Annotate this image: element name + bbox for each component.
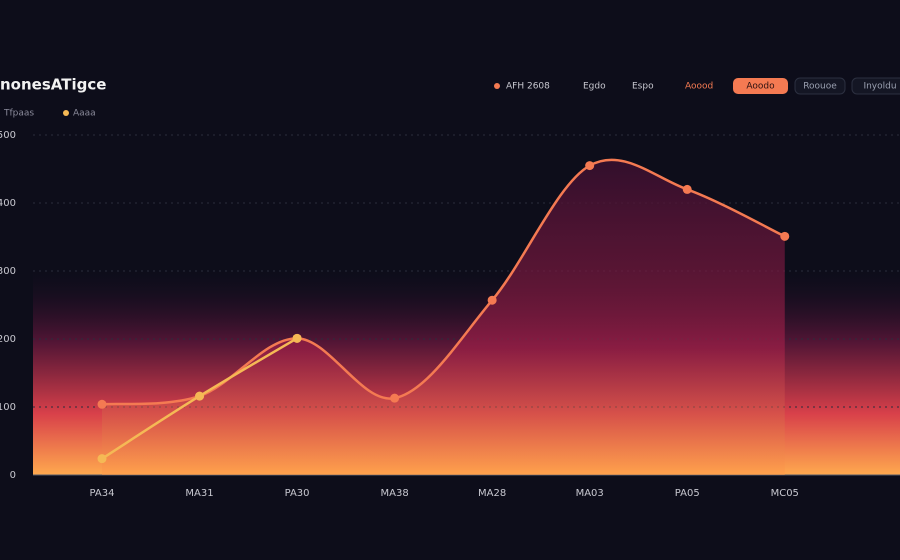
- x-tick-label: MA03: [576, 488, 604, 499]
- x-tick-label: PA34: [90, 488, 115, 499]
- x-tick-label: MA38: [381, 488, 409, 499]
- area: [102, 159, 785, 475]
- tab[interactable]: Egdo: [583, 82, 606, 92]
- y-tick-label: 400: [0, 198, 16, 209]
- button-label[interactable]: Aoodo: [746, 82, 775, 92]
- marker: [780, 231, 790, 241]
- marker: [97, 454, 107, 464]
- legend-dot: [494, 83, 500, 89]
- legend-label: Aaaa: [73, 109, 96, 119]
- marker: [487, 295, 497, 305]
- y-tick-label: 300: [0, 266, 16, 277]
- marker: [195, 391, 205, 401]
- legend-dot: [63, 110, 69, 116]
- y-tick-label: 500: [0, 130, 16, 141]
- x-tick-label: PA30: [285, 488, 310, 499]
- marker: [390, 393, 400, 403]
- legend-label: AFH 2608: [506, 82, 550, 92]
- tab[interactable]: Espo: [632, 82, 654, 92]
- button-label[interactable]: Roouoe: [803, 82, 837, 92]
- button[interactable]: [733, 78, 788, 94]
- y-tick-label: 100: [0, 402, 16, 413]
- x-tick-label: MC05: [771, 488, 799, 499]
- y-tick-label: 200: [0, 334, 16, 345]
- button-label[interactable]: Inyoldu: [863, 82, 896, 92]
- marker: [682, 184, 692, 194]
- x-tick-label: MA28: [478, 488, 506, 499]
- marker: [585, 161, 595, 171]
- marker: [97, 399, 107, 409]
- button[interactable]: [851, 77, 900, 95]
- button[interactable]: [794, 77, 846, 95]
- marker: [292, 333, 302, 343]
- x-tick-label: MA31: [185, 488, 213, 499]
- subtitle: Tfpaas: [3, 109, 34, 119]
- x-tick-label: PA05: [675, 488, 700, 499]
- tab[interactable]: Aoood: [685, 82, 713, 92]
- y-tick-label: 0: [10, 470, 16, 481]
- chart-title: nonesATigce: [0, 76, 106, 94]
